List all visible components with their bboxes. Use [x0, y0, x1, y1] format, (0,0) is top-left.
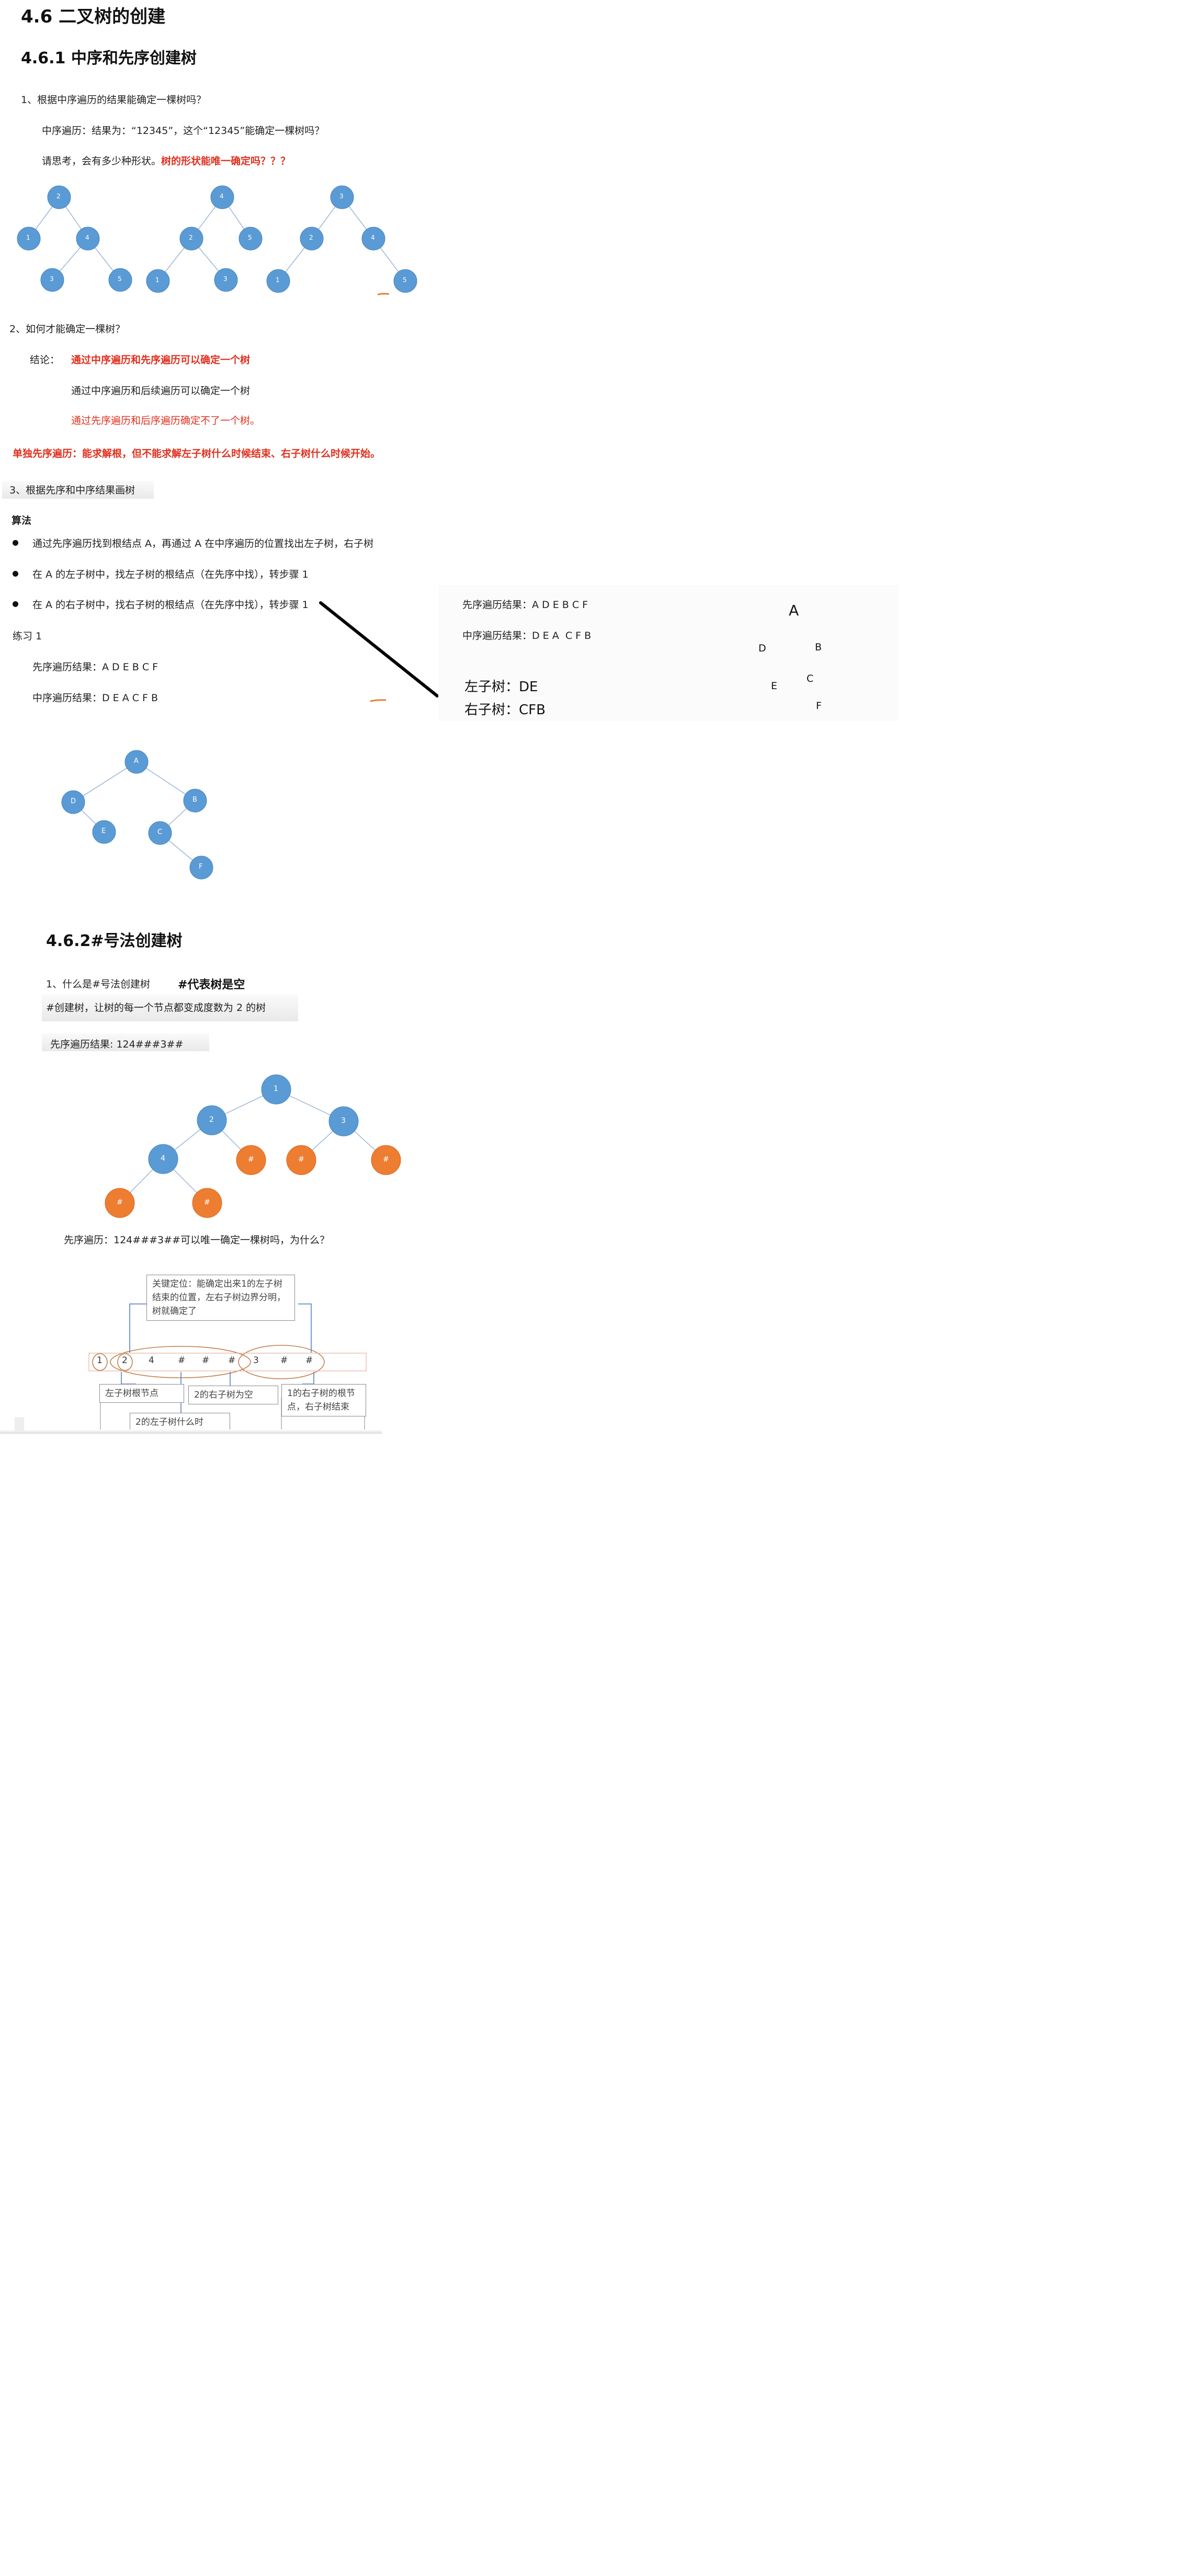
- sketch-node: B: [815, 642, 822, 653]
- algo-step-2: 在 A 的左子树中，找左子树的根结点（在先序中找），转步骤 1: [32, 569, 309, 580]
- sketch-node: C: [807, 673, 814, 684]
- seq-item: 4: [149, 1355, 154, 1366]
- conclusion-3: 通过先序遍历和后序遍历确定不了一个树。: [71, 415, 260, 426]
- node-label: 1: [274, 1085, 278, 1093]
- algo-step-3: 在 A 的右子树中，找右子树的根结点（在先序中找），转步骤 1: [32, 599, 309, 611]
- node-label: 4: [220, 193, 224, 200]
- seq-item: #: [202, 1355, 210, 1366]
- label-left-what: 2的左子树什么时: [130, 1413, 230, 1432]
- node-label: 3: [339, 193, 344, 200]
- panel-pre-label: 先序遍历结果：: [462, 599, 532, 611]
- sketch-node: D: [758, 643, 766, 654]
- node-label: 3: [341, 1117, 346, 1125]
- think-red: 树的形状能唯一确定吗？？？: [161, 155, 291, 167]
- question-1: 1、根据中序遍历的结果能确定一棵树吗？: [21, 94, 207, 106]
- seq-item: #: [178, 1355, 186, 1366]
- panel-right-subtree: 右子树：CFB: [464, 702, 546, 718]
- exercise-inorder: 中序遍历结果：D E A C F B: [32, 692, 158, 704]
- node-label: A: [134, 757, 139, 765]
- node-label: 5: [118, 275, 122, 283]
- think-line: 请思考，会有多少种形状。树的形状能唯一确定吗？？？: [42, 153, 290, 167]
- node-label: D: [71, 797, 76, 805]
- node-label: C: [157, 828, 163, 836]
- node-label: 1: [155, 276, 160, 284]
- inorder-question: 中序遍历：结果为：“12345”，这个“12345”能确定一棵树吗？: [42, 125, 325, 137]
- think-prefix: 请思考，会有多少种形状。: [42, 155, 162, 167]
- node-label: 2: [209, 1116, 214, 1124]
- panel-inorder: 中序遍历结果：D E A C F B: [462, 628, 591, 642]
- hash-pre-highlight: [42, 1033, 209, 1051]
- node-label: E: [101, 827, 106, 835]
- seq-item: #: [228, 1355, 236, 1366]
- node-label: 5: [403, 276, 407, 284]
- hash-desc: #创建树，让树的每一个节点都变成度数为 2 的树: [46, 1002, 266, 1014]
- pen-stroke: [319, 601, 439, 698]
- scroll-mark: [15, 1417, 24, 1432]
- label-left-root: 左子树根节点: [99, 1384, 184, 1403]
- hash-desc-highlight: [42, 994, 298, 1021]
- seq-item: 3: [253, 1355, 259, 1366]
- node-label: 5: [248, 234, 252, 241]
- node-label: 2: [309, 234, 313, 241]
- node-label: #: [383, 1155, 389, 1164]
- node-label: 3: [50, 275, 54, 283]
- algo-step-1: 通过先序遍历找到根结点 A，再通过 A 在中序遍历的位置找出左子树，右子树: [32, 538, 374, 549]
- node-label: 4: [371, 234, 375, 241]
- question-3: 3、根据先序和中序结果画树: [9, 485, 135, 496]
- panel-left-subtree: 左子树：DE: [464, 679, 538, 695]
- conclusion-2: 通过中序遍历和后续遍历可以确定一个树: [71, 385, 251, 397]
- node-label: 1: [276, 276, 280, 284]
- diagram-top-note: 关键定位：能确定出来1的左子树结束的位置，左右子树边界分明，树就确定了: [146, 1275, 295, 1321]
- hash-question-2: 先序遍历：124###3##可以唯一确定一棵树吗，为什么？: [64, 1234, 330, 1246]
- bullet-icon: [13, 601, 18, 607]
- sketch-node: F: [816, 700, 822, 712]
- seq-item: #: [305, 1355, 313, 1366]
- node-label: 2: [56, 193, 61, 200]
- bullet-icon: [13, 571, 18, 577]
- cut-edge: [0, 1430, 382, 1434]
- section-heading-462: 4.6.2#号法创建树: [46, 932, 183, 950]
- node-label: #: [204, 1198, 210, 1207]
- panel-in-right: C F B: [565, 630, 592, 642]
- q3-highlight: [2, 481, 154, 499]
- tree-nodes-top: [17, 185, 417, 293]
- node-label: B: [192, 796, 197, 804]
- seq-item: 1: [97, 1355, 103, 1366]
- exercise-title: 练习 1: [13, 631, 42, 642]
- hash-note: #代表树是空: [178, 978, 245, 992]
- node-label: 1: [26, 234, 30, 241]
- exercise-preorder: 先序遍历结果：A D E B C F: [32, 661, 158, 673]
- panel-preorder: 先序遍历结果：A D E B C F: [462, 597, 588, 611]
- node-label: #: [248, 1155, 254, 1164]
- seq-item: #: [280, 1355, 288, 1366]
- section-heading-461: 4.6.1 中序和先序创建树: [21, 49, 197, 68]
- hash-preorder: 先序遍历结果: 124###3##: [50, 1039, 184, 1050]
- node-label: #: [117, 1198, 123, 1207]
- node-label: #: [298, 1155, 304, 1164]
- node-label: F: [199, 863, 203, 871]
- sketch-node: E: [771, 680, 778, 692]
- node-label: 4: [161, 1154, 165, 1163]
- conclusion-label: 结论：: [30, 354, 60, 366]
- sketch-node: A: [789, 602, 799, 619]
- node-label: 4: [85, 234, 89, 241]
- main-heading: 4.6 二叉树的创建: [21, 6, 166, 27]
- algo-title: 算法: [12, 515, 32, 526]
- question-2: 2、如何才能确定一棵树？: [9, 323, 126, 335]
- panel-pre-seq: A D E B C F: [532, 599, 588, 611]
- bullet-icon: [13, 540, 18, 546]
- tree-nodes-hash: [105, 1074, 401, 1218]
- panel-in-label: 中序遍历结果：: [462, 630, 532, 642]
- seq-item: 2: [122, 1355, 128, 1366]
- tree-nodes-exercise: [61, 750, 213, 880]
- conclusion-1: 通过中序遍历和先序遍历可以确定一个树: [71, 354, 251, 366]
- sketch-panel: [438, 585, 899, 721]
- panel-in-left: D E A: [532, 630, 559, 642]
- node-label: 3: [223, 275, 228, 283]
- label-right-empty: 2的右子树为空: [188, 1386, 278, 1404]
- node-label: 2: [189, 234, 193, 241]
- label-right-root: 1的右子树的根节点，右子树结束: [281, 1384, 366, 1416]
- warning-line: 单独先序遍历：能求解根，但不能求解左子树什么时候结束、右子树什么时候开始。: [13, 448, 381, 459]
- hash-question: 1、什么是#号法创建树: [46, 978, 151, 990]
